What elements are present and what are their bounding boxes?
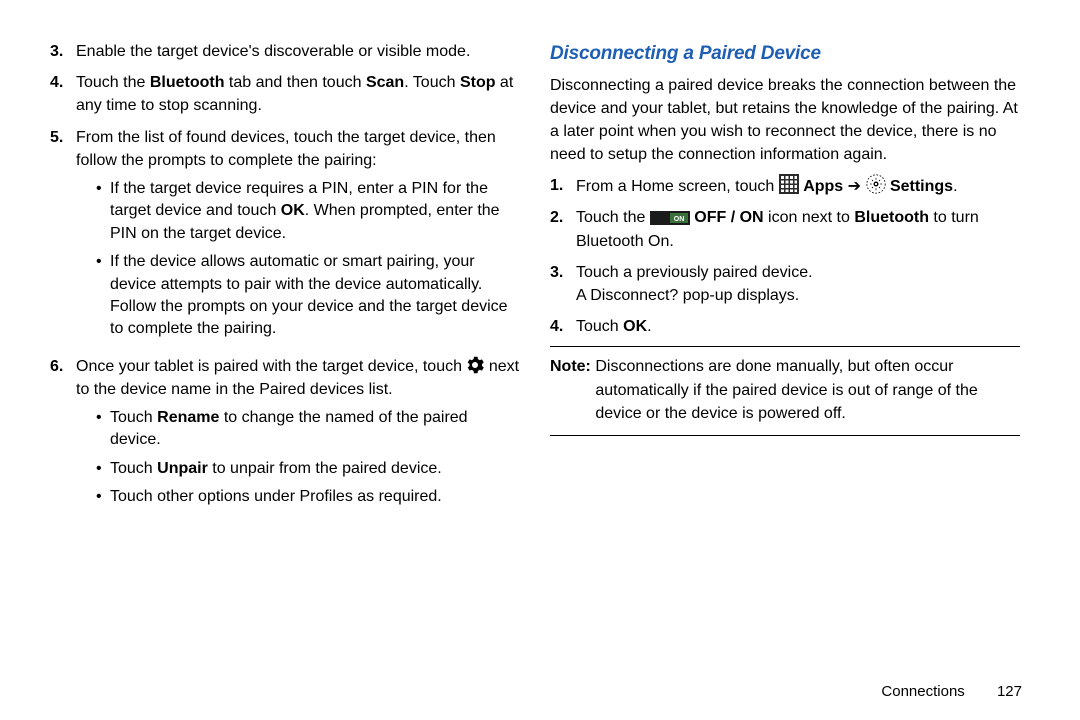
note-block: Note: Disconnections are done manually, … — [550, 346, 1020, 436]
list-item: 4.Touch the Bluetooth tab and then touch… — [50, 71, 520, 117]
sub-item: •Touch other options under Profiles as r… — [96, 486, 520, 508]
sub-item: •If the device allows automatic or smart… — [96, 251, 520, 341]
item-body: Once your tablet is paired with the targ… — [76, 355, 520, 515]
sub-item: •Touch Unpair to unpair from the paired … — [96, 458, 520, 480]
footer-page-number: 127 — [997, 683, 1022, 700]
item-body: Enable the target device's discoverable … — [76, 40, 520, 63]
sub-item-body: If the device allows automatic or smart … — [110, 251, 520, 341]
item-body: Touch OK. — [576, 315, 1020, 338]
list-item: 1.From a Home screen, touch Apps ➔ Setti… — [550, 174, 1020, 198]
section-heading: Disconnecting a Paired Device — [550, 40, 1020, 68]
sub-item-body: Touch other options under Profiles as re… — [110, 486, 442, 508]
page-footer: Connections 127 — [881, 683, 1022, 700]
item-number: 4. — [550, 315, 576, 338]
sub-item-body: If the target device requires a PIN, ent… — [110, 178, 520, 245]
item-body: Touch a previously paired device.A Disco… — [576, 261, 1020, 307]
list-item: 5.From the list of found devices, touch … — [50, 126, 520, 347]
item-number: 5. — [50, 126, 76, 347]
list-item: 2.Touch the ON OFF / ON icon next to Blu… — [550, 206, 1020, 252]
item-number: 3. — [50, 40, 76, 63]
note-body: Disconnections are done manually, but of… — [595, 355, 1020, 425]
apps-icon — [779, 174, 799, 194]
manual-page: 3.Enable the target device's discoverabl… — [0, 0, 1080, 720]
item-body: Touch the Bluetooth tab and then touch S… — [76, 71, 520, 117]
list-item: 4.Touch OK. — [550, 315, 1020, 338]
sub-item: •Touch Rename to change the named of the… — [96, 407, 520, 452]
note-label: Note: — [550, 355, 591, 425]
item-number: 6. — [50, 355, 76, 515]
sub-item: •If the target device requires a PIN, en… — [96, 178, 520, 245]
item-body: From the list of found devices, touch th… — [76, 126, 520, 347]
sub-item-body: Touch Unpair to unpair from the paired d… — [110, 458, 442, 480]
sub-list: •Touch Rename to change the named of the… — [96, 407, 520, 509]
list-item: 3.Enable the target device's discoverabl… — [50, 40, 520, 63]
right-column: Disconnecting a Paired Device Disconnect… — [550, 40, 1020, 720]
bullet-icon: • — [96, 251, 110, 341]
sub-list: •If the target device requires a PIN, en… — [96, 178, 520, 341]
svg-text:ON: ON — [674, 216, 685, 223]
bullet-icon: • — [96, 458, 110, 480]
on-switch-icon: ON — [650, 211, 690, 225]
footer-section: Connections — [881, 683, 964, 700]
item-body: From a Home screen, touch Apps ➔ Setting… — [576, 174, 1020, 198]
gear-icon — [466, 356, 484, 374]
sub-item-body: Touch Rename to change the named of the … — [110, 407, 520, 452]
bullet-icon: • — [96, 486, 110, 508]
item-number: 1. — [550, 174, 576, 198]
item-number: 3. — [550, 261, 576, 307]
bullet-icon: • — [96, 407, 110, 452]
item-body: Touch the ON OFF / ON icon next to Bluet… — [576, 206, 1020, 252]
settings-icon — [866, 174, 886, 194]
list-item: 3.Touch a previously paired device.A Dis… — [550, 261, 1020, 307]
left-column: 3.Enable the target device's discoverabl… — [50, 40, 520, 720]
bullet-icon: • — [96, 178, 110, 245]
item-number: 4. — [50, 71, 76, 117]
list-item: 6.Once your tablet is paired with the ta… — [50, 355, 520, 515]
item-number: 2. — [550, 206, 576, 252]
section-paragraph: Disconnecting a paired device breaks the… — [550, 74, 1020, 167]
